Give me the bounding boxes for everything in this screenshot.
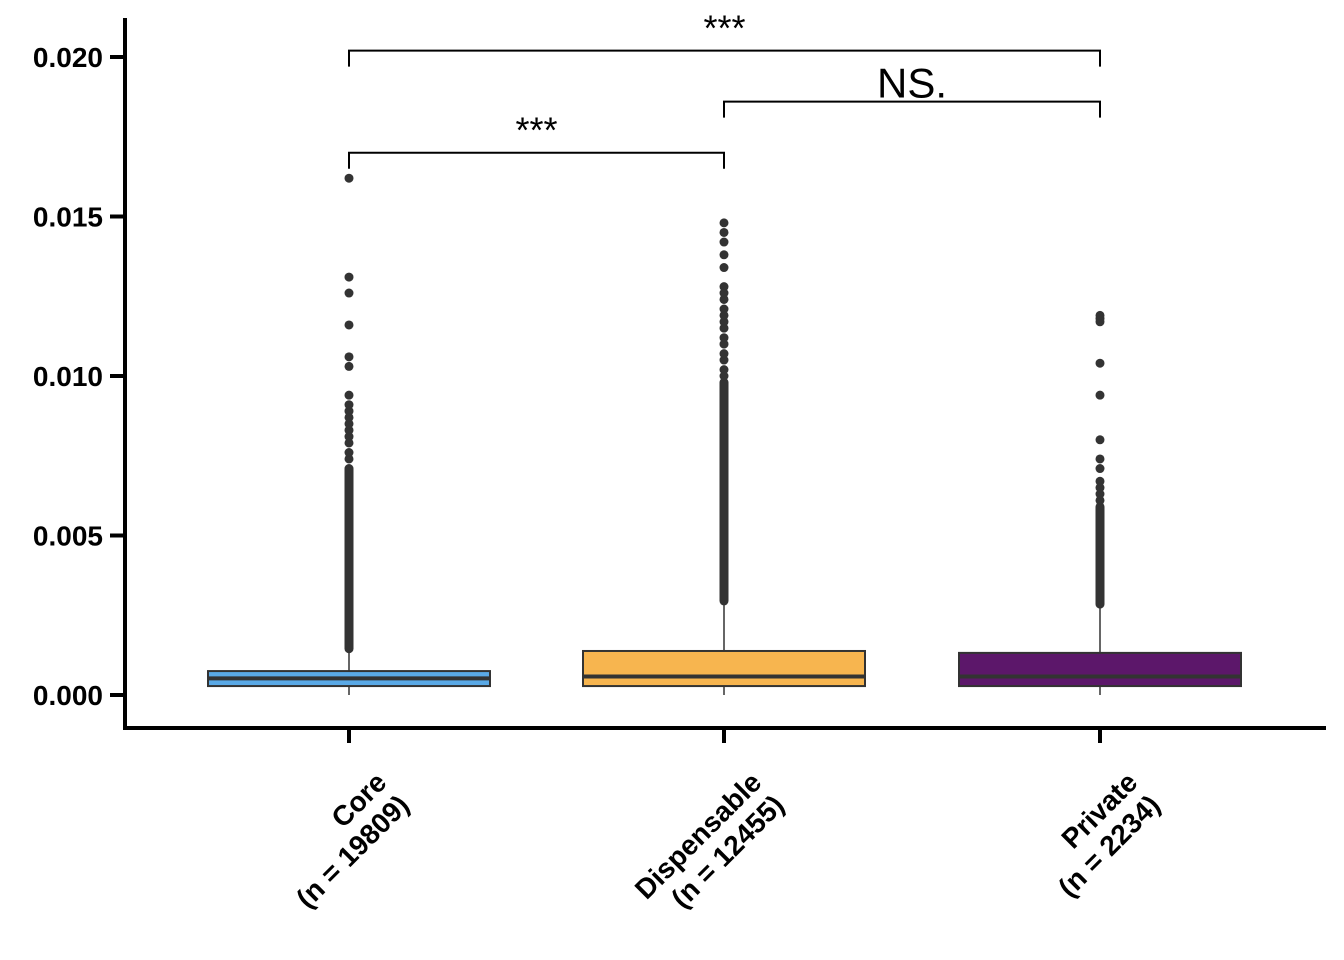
outlier-point [344, 406, 354, 416]
outlier-point [719, 294, 729, 304]
outlier-point [344, 361, 354, 371]
outlier-point [344, 454, 354, 464]
outlier-point [719, 355, 729, 365]
outlier-point [719, 365, 729, 375]
outlier-point [1095, 310, 1105, 320]
box-private [958, 310, 1242, 695]
outlier-point [719, 349, 729, 359]
box-core [207, 173, 491, 695]
boxes [207, 173, 1242, 695]
y-tick-label: 0.010 [33, 361, 103, 392]
outlier-point [1095, 483, 1105, 493]
y-tick-label: 0.015 [33, 202, 103, 233]
outlier-point [1095, 390, 1105, 400]
outlier-point [344, 272, 354, 282]
outlier-point [344, 400, 354, 410]
x-tick-label-private: Private(n = 2234) [1052, 766, 1166, 902]
outlier-point [1095, 454, 1105, 464]
bracket-line [348, 49, 1101, 67]
outlier-point [344, 173, 354, 183]
outlier-point [719, 237, 729, 247]
box-dispensable [582, 218, 866, 695]
significance-label: NS. [877, 60, 947, 107]
outlier-point [344, 412, 354, 422]
iqr-box [582, 649, 866, 688]
outlier-point [719, 250, 729, 260]
iqr-box [958, 651, 1242, 688]
outlier-point [719, 288, 729, 298]
outlier-point [719, 218, 729, 228]
bracket-line [723, 100, 1101, 118]
outlier-point [344, 352, 354, 362]
y-tick-label: 0.000 [33, 680, 103, 711]
outlier-point [719, 227, 729, 237]
bracket-line [348, 151, 725, 169]
outlier-point [344, 419, 354, 429]
outlier-point [344, 390, 354, 400]
x-tick-label-dispensable: Dispensable(n = 12455) [629, 766, 790, 913]
outlier-point [344, 438, 354, 448]
outlier-point [1095, 358, 1105, 368]
significance-bracket: NS. [723, 60, 1101, 118]
y-tick-label: 0.005 [33, 521, 103, 552]
significance-bracket: *** [348, 110, 725, 169]
significance-label: *** [515, 110, 557, 151]
outlier-point [1095, 489, 1105, 499]
outlier-point [719, 317, 729, 327]
x-tick-label-core: Core(n = 19809) [290, 766, 415, 913]
outlier-point [719, 371, 729, 381]
outlier-point [344, 425, 354, 435]
outlier-point [1095, 464, 1105, 474]
axes: 0.000 0.005 0.010 0.015 0.020 Core(n = 19809)… [33, 18, 1326, 914]
significance-brackets: *** NS. *** [348, 8, 1101, 169]
outlier-point [719, 323, 729, 333]
outlier-point [719, 282, 729, 292]
significance-bracket: *** [348, 8, 1101, 67]
outlier-point [344, 320, 354, 330]
outlier-point [344, 288, 354, 298]
outlier-point [719, 310, 729, 320]
outlier-point [1095, 495, 1105, 505]
outlier-point [344, 448, 354, 458]
y-tick-label: 0.020 [33, 42, 103, 73]
outlier-point [344, 432, 354, 442]
outlier-point [719, 263, 729, 273]
outlier-point [719, 333, 729, 343]
outlier-point [1095, 476, 1105, 486]
outlier-point [719, 304, 729, 314]
significance-label: *** [703, 8, 745, 49]
outlier-point [1095, 435, 1105, 445]
outlier-point [719, 339, 729, 349]
